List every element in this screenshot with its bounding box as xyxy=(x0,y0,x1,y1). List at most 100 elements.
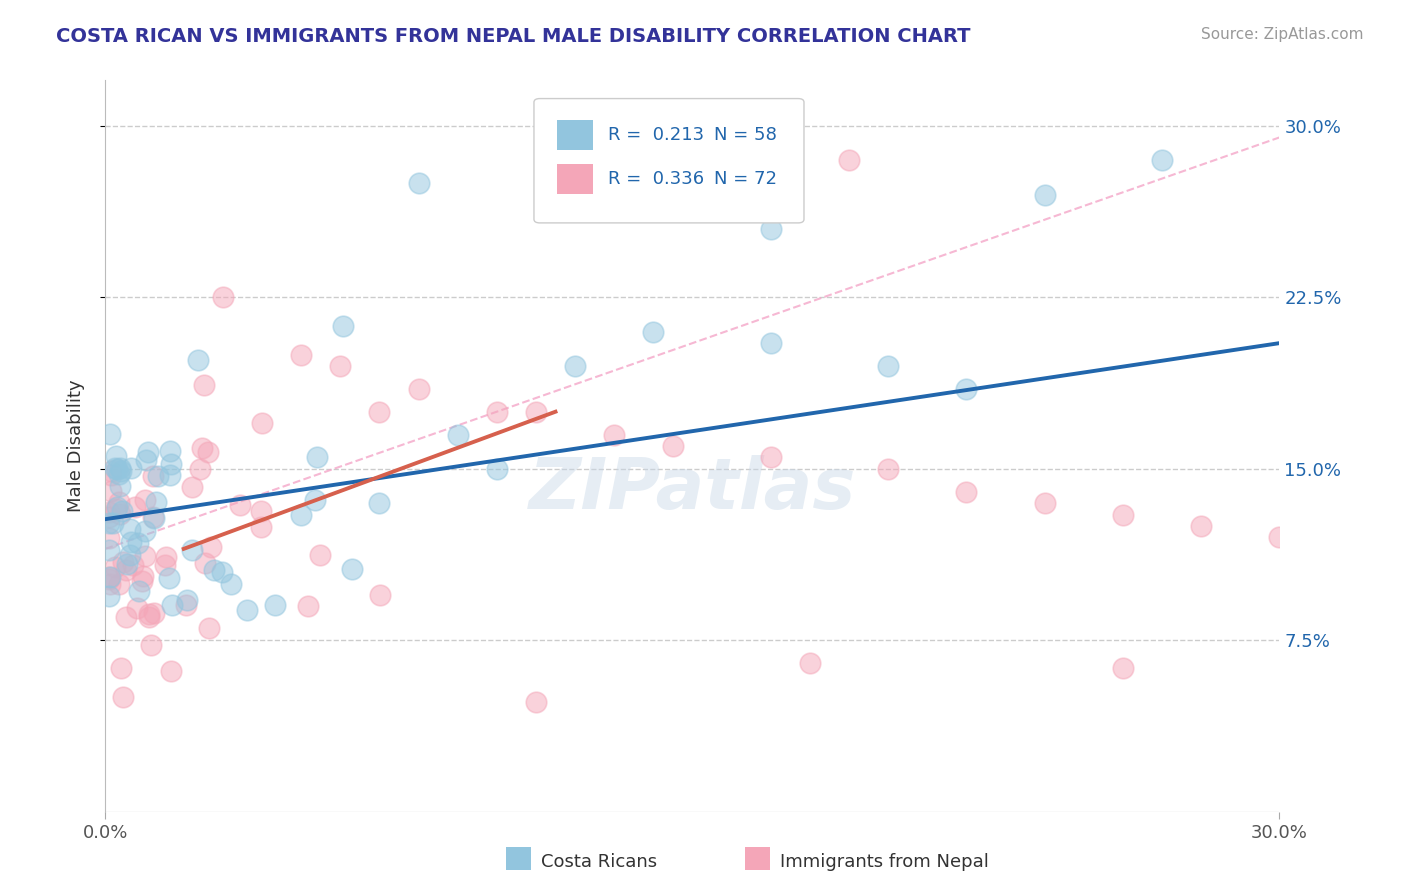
Point xyxy=(131,574,153,589)
Point xyxy=(955,382,977,396)
Point xyxy=(125,601,148,615)
Point xyxy=(157,571,180,585)
Point xyxy=(408,382,430,396)
Point xyxy=(159,467,181,482)
Point xyxy=(304,492,326,507)
Point xyxy=(193,377,215,392)
Bar xyxy=(557,163,593,194)
Point xyxy=(181,542,204,557)
Point xyxy=(105,500,128,514)
Point xyxy=(142,468,165,483)
Point xyxy=(1033,187,1056,202)
Point xyxy=(485,405,508,419)
Point xyxy=(98,572,121,586)
Point xyxy=(105,462,128,476)
Point xyxy=(146,469,169,483)
Point xyxy=(221,576,243,591)
Text: N = 58: N = 58 xyxy=(714,126,776,145)
Point xyxy=(160,599,183,613)
Point xyxy=(447,427,470,442)
Point xyxy=(98,510,121,524)
Point xyxy=(877,359,900,373)
Point xyxy=(100,484,122,499)
Point xyxy=(127,535,149,549)
Point xyxy=(174,598,197,612)
Point xyxy=(799,656,821,670)
Point xyxy=(176,593,198,607)
Point xyxy=(141,638,163,652)
Point xyxy=(759,222,782,236)
Point xyxy=(134,549,156,563)
Point xyxy=(249,504,271,518)
Point xyxy=(155,549,177,564)
Point xyxy=(211,290,233,304)
Point xyxy=(159,444,181,458)
Point xyxy=(143,606,166,620)
Point xyxy=(877,462,900,476)
Point xyxy=(368,589,391,603)
Point xyxy=(111,504,134,518)
Point xyxy=(1189,519,1212,533)
Point xyxy=(128,584,150,599)
Point xyxy=(115,610,138,624)
Point xyxy=(98,542,121,557)
Point xyxy=(197,444,219,458)
Text: R =  0.213: R = 0.213 xyxy=(607,126,704,145)
Point xyxy=(160,457,183,471)
Point xyxy=(108,461,131,475)
Point xyxy=(98,570,121,584)
Point xyxy=(100,468,122,483)
Point xyxy=(138,610,160,624)
Point xyxy=(191,441,214,455)
Point xyxy=(524,405,547,419)
Point xyxy=(111,690,134,705)
Point xyxy=(308,548,330,562)
Point xyxy=(134,492,156,507)
Point xyxy=(955,484,977,499)
Point xyxy=(134,524,156,538)
Point xyxy=(643,325,665,339)
Point xyxy=(98,426,121,441)
Point xyxy=(759,336,782,351)
Point xyxy=(142,509,165,524)
Point xyxy=(118,548,141,562)
Point xyxy=(1112,508,1135,522)
Point xyxy=(838,153,860,168)
Point xyxy=(98,576,121,591)
Point xyxy=(485,462,508,476)
Point xyxy=(108,479,131,493)
Point xyxy=(408,176,430,190)
Point xyxy=(104,460,127,475)
Point xyxy=(98,589,121,603)
Point xyxy=(249,520,271,534)
Point xyxy=(188,462,211,476)
Point xyxy=(236,602,259,616)
Point xyxy=(368,405,391,419)
Point xyxy=(142,511,165,525)
Point xyxy=(332,319,354,334)
Text: COSTA RICAN VS IMMIGRANTS FROM NEPAL MALE DISABILITY CORRELATION CHART: COSTA RICAN VS IMMIGRANTS FROM NEPAL MAL… xyxy=(56,27,970,45)
Point xyxy=(160,664,183,678)
Point xyxy=(329,359,352,373)
FancyBboxPatch shape xyxy=(534,99,804,223)
Point xyxy=(297,599,319,613)
Point xyxy=(603,427,626,442)
Point xyxy=(112,555,135,569)
Point xyxy=(122,558,145,572)
Point xyxy=(187,353,209,368)
Point xyxy=(250,416,273,430)
Point xyxy=(1268,530,1291,544)
Bar xyxy=(557,120,593,151)
Point xyxy=(564,359,586,373)
Point xyxy=(180,480,202,494)
Point xyxy=(1112,661,1135,675)
Point xyxy=(105,450,128,464)
Point xyxy=(107,467,129,481)
Text: R =  0.336: R = 0.336 xyxy=(607,170,704,188)
Point xyxy=(124,500,146,514)
Point xyxy=(100,464,122,478)
Point xyxy=(135,452,157,467)
Point xyxy=(132,569,155,583)
Point xyxy=(108,495,131,509)
Point xyxy=(194,556,217,570)
